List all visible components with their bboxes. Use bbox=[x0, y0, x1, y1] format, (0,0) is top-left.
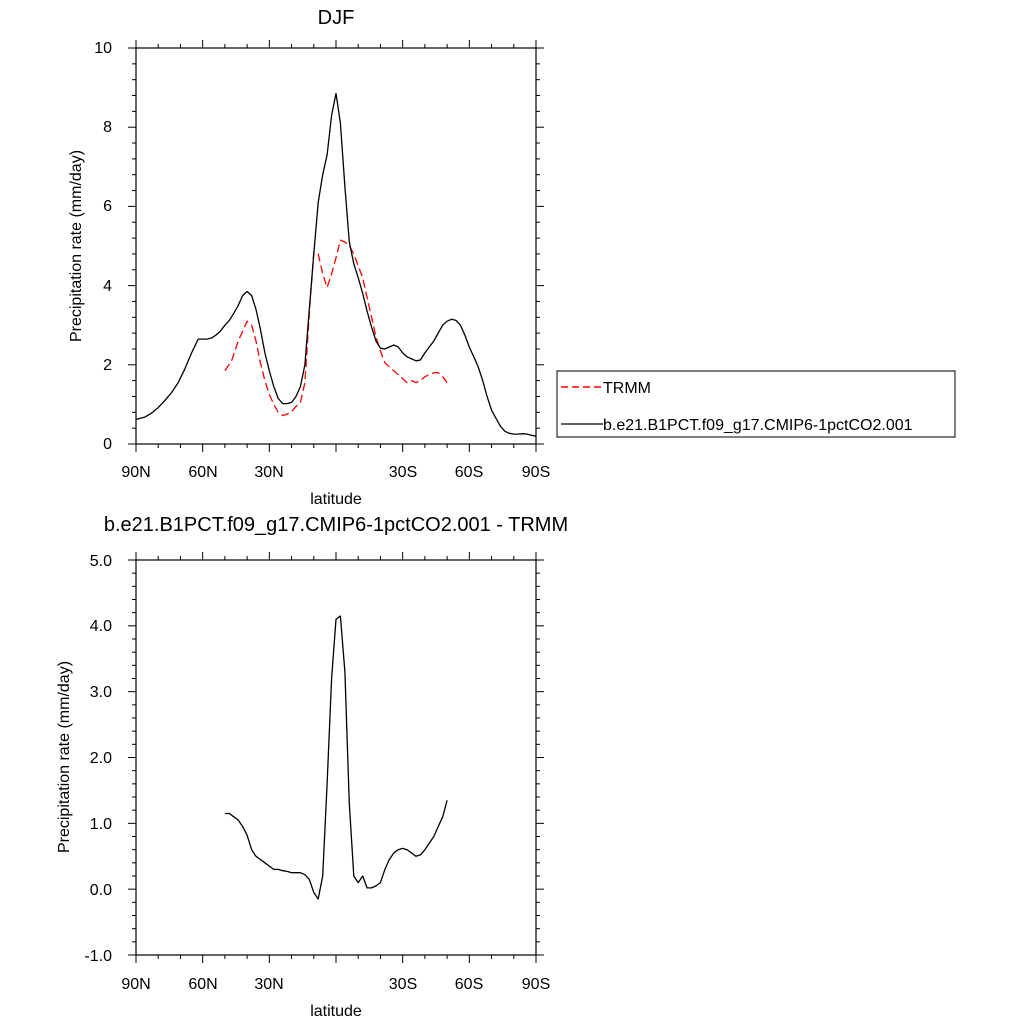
series-layer-top bbox=[135, 92, 537, 437]
chart-title-top: DJF bbox=[318, 7, 355, 29]
legend-label-model: b.e21.B1PCT.f09_g17.CMIP6-1pctCO2.001 bbox=[603, 417, 913, 434]
y-tick-label: 2.0 bbox=[90, 750, 112, 767]
y-tick-label: 3.0 bbox=[90, 684, 112, 701]
chart-panel-bottom: b.e21.B1PCT.f09_g17.CMIP6-1pctCO2.001 - … bbox=[56, 514, 568, 1020]
x-tick-label: 90N bbox=[121, 976, 150, 993]
x-tick-label: 30N bbox=[254, 464, 283, 481]
y-tick-label: 4.0 bbox=[90, 618, 112, 635]
y-tick-label: 5.0 bbox=[90, 553, 112, 570]
legend-label-trmm: TRMM bbox=[603, 380, 651, 397]
x-tick-label: 60S bbox=[455, 976, 483, 993]
y-tick-label: 0.0 bbox=[90, 882, 112, 899]
series-line-bottom-0 bbox=[224, 615, 448, 900]
x-tick-label: 30S bbox=[389, 464, 417, 481]
x-tick-label: 60S bbox=[455, 464, 483, 481]
x-tick-label: 90N bbox=[121, 464, 150, 481]
series-layer-bottom bbox=[224, 615, 448, 900]
plot-frame-top bbox=[135, 47, 537, 445]
y-tick-label: 1.0 bbox=[90, 816, 112, 833]
tick-marks-top bbox=[128, 40, 544, 452]
x-axis-label-top: latitude bbox=[310, 491, 362, 508]
y-axis-label-top: Precipitation rate (mm/day) bbox=[68, 150, 85, 342]
y-axis-label-bottom: Precipitation rate (mm/day) bbox=[56, 661, 73, 853]
x-tick-label: 90S bbox=[522, 976, 550, 993]
chart-title-bottom: b.e21.B1PCT.f09_g17.CMIP6-1pctCO2.001 - … bbox=[104, 514, 568, 536]
x-axis-label-bottom: latitude bbox=[310, 1003, 362, 1020]
y-tick-label: 4 bbox=[103, 278, 112, 295]
series-line-top-1 bbox=[135, 92, 537, 437]
x-tick-label: 60N bbox=[188, 464, 217, 481]
y-tick-label: -1.0 bbox=[84, 948, 112, 965]
y-tick-label: 2 bbox=[103, 357, 112, 374]
y-tick-label: 0 bbox=[103, 436, 112, 453]
y-tick-label: 6 bbox=[103, 198, 112, 215]
x-tick-label: 30N bbox=[254, 976, 283, 993]
chart-panel-top: DJF 0 2 4 6 8 10 90N 60N 30N 30S 60S 90S… bbox=[68, 7, 956, 508]
tick-marks-bottom bbox=[128, 552, 544, 963]
legend-box bbox=[556, 370, 956, 438]
legend: TRMM b.e21.B1PCT.f09_g17.CMIP6-1pctCO2.0… bbox=[556, 370, 956, 438]
x-tick-label: 90S bbox=[522, 464, 550, 481]
y-tick-label: 10 bbox=[94, 40, 112, 57]
x-tick-label: 30S bbox=[389, 976, 417, 993]
series-line-top-0 bbox=[224, 239, 448, 417]
y-tick-label: 8 bbox=[103, 119, 112, 136]
x-tick-label: 60N bbox=[188, 976, 217, 993]
